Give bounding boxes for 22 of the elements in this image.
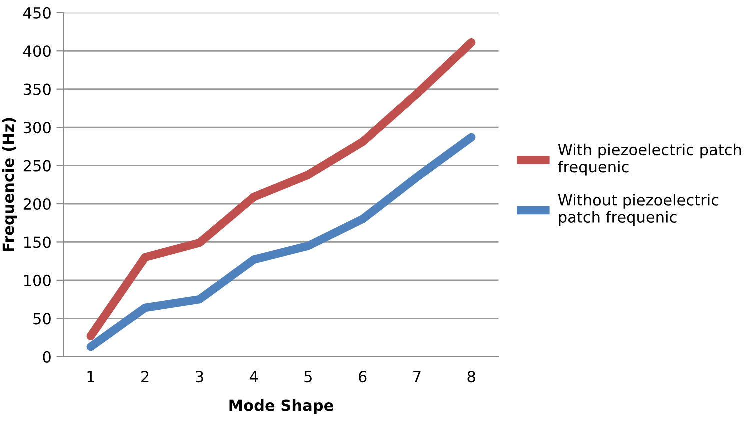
x-tick-label: 2 [142, 371, 149, 382]
x-tick-label: 1 [88, 371, 94, 382]
y-tick-label: 100 [24, 274, 51, 286]
x-tick-label: 4 [250, 371, 258, 382]
y-tick-label: 150 [24, 236, 51, 248]
y-tick-label: 350 [24, 84, 51, 96]
y-tick-label: 200 [24, 198, 51, 210]
y-tick-label: 250 [24, 160, 51, 172]
x-axis-title: Mode Shape [230, 399, 334, 414]
x-tick-label: 6 [359, 371, 367, 383]
legend-label: Without piezoelectric patch frequenic [558, 194, 719, 226]
x-tick-label: 3 [196, 371, 204, 383]
y-tick-label: 450 [24, 7, 51, 19]
y-tick-label: 50 [34, 313, 51, 325]
legend-label: With piezoelectric patch frequenic [558, 144, 742, 176]
y-tick-label: 0 [43, 351, 51, 363]
y-tick-label: 400 [24, 46, 51, 58]
x-tick-label: 5 [304, 371, 312, 383]
x-tick-label: 7 [414, 371, 421, 382]
y-tick-label: 300 [24, 122, 51, 134]
x-tick-label: 8 [468, 371, 476, 383]
y-axis-title: Frequencie (Hz) [2, 118, 18, 252]
